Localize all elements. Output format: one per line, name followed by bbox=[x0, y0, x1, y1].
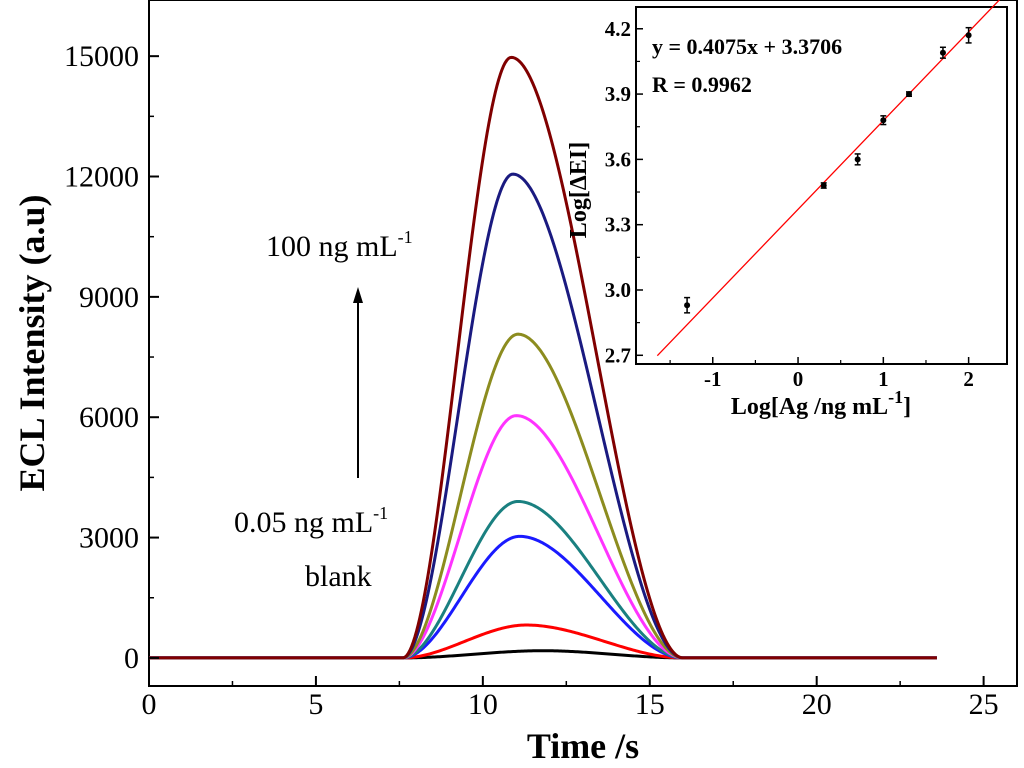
inset-x-axis-label-end: ] bbox=[903, 394, 911, 420]
inset-x-tick-label: 0 bbox=[793, 367, 804, 391]
annotation-100-ng-sup: -1 bbox=[398, 227, 413, 247]
inset-x-tick-label: -1 bbox=[704, 367, 722, 391]
main-x-axis-label: Time /s bbox=[527, 726, 639, 766]
inset-content: -1 0 1 2 2.7 3.0 3.3 3.6 3.9 4.2 bbox=[605, 0, 1001, 391]
annotation-0.05-ng-text: 0.05 ng mL bbox=[234, 506, 373, 539]
main-y-tick-label: 15000 bbox=[64, 40, 139, 73]
inset-data-point bbox=[939, 49, 946, 56]
main-y-tick-label: 9000 bbox=[79, 281, 139, 314]
main-x-tick-label: 20 bbox=[802, 688, 832, 721]
inset-y-tick-label: 3.0 bbox=[605, 278, 631, 302]
inset-data-point bbox=[906, 91, 913, 98]
inset-x-tick-label: 1 bbox=[878, 367, 889, 391]
main-y-axis-label: ECL Intensity (a.u) bbox=[12, 194, 52, 491]
inset-y-tick-label: 4.2 bbox=[605, 17, 631, 41]
main-y-tick-label: 0 bbox=[124, 642, 139, 675]
main-x-tick-label: 25 bbox=[969, 688, 999, 721]
inset-data-point bbox=[684, 302, 691, 309]
ecl-curve-s3 bbox=[149, 534, 937, 660]
main-y-axis: 0 3000 6000 9000 12000 15000 bbox=[64, 40, 159, 675]
main-x-axis: 0 5 10 15 20 25 bbox=[142, 676, 999, 721]
inset-y-tick-label: 3.3 bbox=[605, 213, 631, 237]
annotation-100-ng: 100 ng mL-1 bbox=[266, 227, 413, 263]
main-y-tick-label: 6000 bbox=[79, 401, 139, 434]
inset-fit-line bbox=[656, 0, 1001, 357]
main-x-tick-label: 10 bbox=[468, 688, 498, 721]
main-x-tick-label: 15 bbox=[635, 688, 665, 721]
inset-data-point bbox=[965, 32, 972, 39]
main-plot-frame bbox=[148, 0, 1018, 687]
inset-y-tick-label: 3.9 bbox=[605, 82, 631, 106]
ecl-curve-s6 bbox=[149, 332, 937, 660]
inset-y-axis-label: Log[ΔEI] bbox=[566, 142, 592, 238]
increase-arrowhead bbox=[353, 287, 363, 303]
ecl-curve-s2 bbox=[149, 623, 937, 660]
annotation-0.05-ng-sup: -1 bbox=[373, 503, 388, 523]
annotation-blank: blank bbox=[305, 560, 372, 593]
main-y-tick-label: 3000 bbox=[79, 522, 139, 555]
inset-y-tick-label: 2.7 bbox=[605, 343, 631, 367]
ecl-curve-s8 bbox=[149, 55, 937, 660]
inset-data-point bbox=[820, 182, 827, 189]
main-x-tick-label: 0 bbox=[142, 688, 157, 721]
inset-x-axis-label: Log[Ag /ng mL-1] bbox=[731, 387, 911, 420]
main-curves bbox=[149, 55, 937, 660]
annotation-100-ng-text: 100 ng mL bbox=[266, 230, 398, 263]
main-x-tick-label: 5 bbox=[308, 688, 323, 721]
inset-y-tick-label: 3.6 bbox=[605, 147, 631, 171]
inset-x-axis-label-text: Log[Ag /ng mL bbox=[731, 394, 888, 420]
inset-data-point bbox=[854, 156, 861, 163]
inset-x-tick-label: 2 bbox=[963, 367, 974, 391]
main-y-tick-label: 12000 bbox=[64, 161, 139, 194]
inset-x-axis-label-sup: -1 bbox=[888, 387, 903, 407]
inset-equation: y = 0.4075x + 3.3706 bbox=[652, 34, 842, 59]
inset-data-point bbox=[880, 117, 887, 124]
inset-r-value: R = 0.9962 bbox=[652, 72, 752, 97]
annotation-0.05-ng: 0.05 ng mL-1 bbox=[234, 503, 388, 539]
